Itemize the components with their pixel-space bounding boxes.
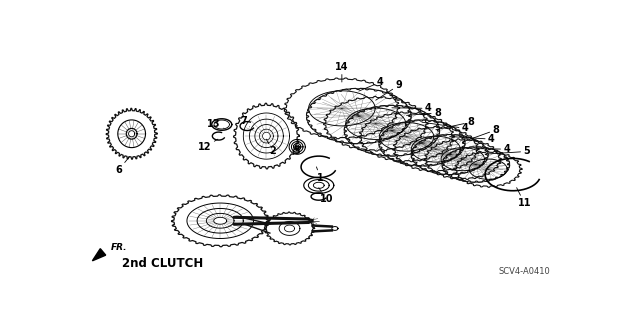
Polygon shape bbox=[92, 249, 106, 261]
Text: 8: 8 bbox=[406, 108, 441, 118]
Text: 12: 12 bbox=[198, 139, 218, 152]
Text: FR.: FR. bbox=[111, 243, 127, 252]
Text: 2: 2 bbox=[266, 139, 276, 157]
Text: 10: 10 bbox=[319, 188, 333, 204]
Text: 7: 7 bbox=[240, 116, 250, 127]
Text: 6: 6 bbox=[115, 157, 129, 175]
Text: 2nd CLUTCH: 2nd CLUTCH bbox=[122, 257, 203, 270]
Text: 9: 9 bbox=[376, 80, 402, 100]
Text: 4: 4 bbox=[476, 144, 510, 154]
Text: 8: 8 bbox=[463, 125, 499, 142]
Text: 4: 4 bbox=[450, 134, 495, 144]
Text: 4: 4 bbox=[359, 77, 384, 91]
Text: 5: 5 bbox=[488, 146, 530, 157]
Text: 13: 13 bbox=[207, 119, 224, 129]
Text: 4: 4 bbox=[422, 122, 468, 133]
Text: 11: 11 bbox=[516, 188, 531, 208]
Text: 1: 1 bbox=[316, 167, 324, 183]
Text: 4: 4 bbox=[392, 103, 431, 113]
Text: 8: 8 bbox=[436, 117, 474, 130]
Text: 14: 14 bbox=[335, 62, 349, 82]
Text: SCV4-A0410: SCV4-A0410 bbox=[499, 267, 550, 276]
Text: 3: 3 bbox=[293, 145, 301, 157]
